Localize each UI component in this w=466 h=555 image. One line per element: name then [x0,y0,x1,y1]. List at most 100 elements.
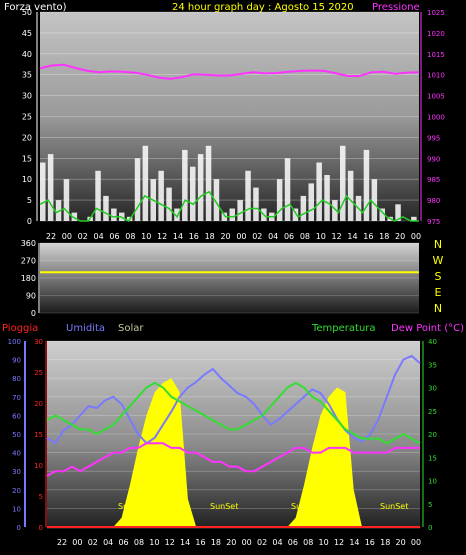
sun-event-label: SunSet [380,502,408,511]
wind-gust-bar [284,158,291,221]
wind-gust-bar [340,145,346,221]
pressure-tick-label: 1015 [427,51,445,59]
wind-pressure-plot-area [40,12,419,221]
wind-gust-bar [197,154,204,221]
wind-gust-bar [142,145,149,221]
average-wind-line [39,190,419,222]
time-tick-label: 18 [205,232,215,241]
compass-letter: N [434,302,442,315]
temperature-tick-label: 5 [428,501,432,509]
time-tick-label: 00 [242,538,252,547]
pressure-tick-label: 1025 [427,9,445,17]
time-tick-label: 10 [141,232,151,241]
time-tick-label: 08 [134,538,144,547]
pressure-tick-label: 985 [427,176,440,184]
time-tick-label: 06 [288,538,298,547]
time-tick-label: 20 [396,538,406,547]
sun-event-label: SunSet [210,502,238,511]
compass-letter: N [434,238,442,251]
time-tick-label: 06 [284,232,294,241]
humidity-tick-label: 50 [12,431,21,439]
time-tick-label: 00 [72,538,82,547]
time-tick-label: 02 [78,232,88,241]
direction-tick-label: 360 [21,239,36,248]
dewpoint-axis-title: Dew Point (°C) [391,323,464,334]
time-tick-label: 10 [149,538,159,547]
wind-tick-label: 10 [22,175,32,184]
humidity-tick-label: 0 [17,524,21,532]
time-tick-label: 22 [46,232,56,241]
wind-gust-bar [253,187,259,221]
temperature-tick-label: 10 [428,478,437,486]
pressure-tick-label: 975 [427,218,440,226]
wind-gust-bar [63,179,70,221]
wind-tick-label: 40 [22,50,32,59]
compass-letter: W [433,254,444,267]
humidity-axis-title: Umidita [66,323,105,334]
temperature-tick-label: 30 [428,385,437,393]
rain-tick-label: 0 [39,524,43,532]
wind-gust-bar [379,208,385,221]
time-tick-label: 02 [252,232,262,241]
wind-gust-bar [347,170,354,221]
humidity-tick-label: 60 [12,412,21,420]
sun-event-label: Sun [118,502,133,511]
time-tick-label: 18 [379,232,389,241]
humidity-line [46,354,421,445]
wind-tick-label: 5 [27,196,32,205]
time-tick-label: 18 [380,538,390,547]
temperature-tick-label: 0 [428,524,432,532]
time-tick-label: 12 [334,538,344,547]
time-tick-label: 14 [180,538,190,547]
pressure-tick-label: 1010 [427,72,445,80]
solar-area [47,378,420,527]
wind-gust-bar [229,208,235,221]
time-tick-label: 14 [173,232,183,241]
wind-gust-bar [395,204,401,221]
wind-gust-bar [237,200,243,221]
sun-event-label: Sun [291,502,306,511]
wind-gust-bar [316,162,322,221]
wind-gust-bar [103,195,109,221]
humidity-tick-label: 70 [12,394,21,402]
time-tick-label: 14 [349,538,359,547]
time-tick-label: 12 [157,232,167,241]
wind-direction-plot-area [40,243,419,313]
rain-tick-label: 30 [34,338,43,346]
temperature-line [46,381,421,445]
humidity-tick-label: 100 [8,338,21,346]
time-tick-label: 16 [189,232,199,241]
chart-title: 24 hour graph day : Agosto 15 2020 [172,2,354,13]
humidity-tick-label: 90 [12,357,21,365]
wind-gust-bar [111,208,117,221]
temperature-tick-label: 40 [428,338,437,346]
wind-gust-bar [190,166,196,221]
direction-tick-label: 90 [26,292,36,301]
time-tick-label: 08 [125,232,135,241]
humidity-tick-label: 10 [12,505,21,513]
wind-tick-label: 35 [22,71,32,80]
time-tick-label: 22 [57,538,67,547]
time-tick-label: 12 [332,232,342,241]
wind-gust-bar [292,208,299,221]
wind-gust-bar [308,183,314,221]
wind-gust-bar [411,216,417,221]
compass-letter: E [435,286,442,299]
temp-humidity-plot-area [47,341,420,529]
wind-gust-bar [71,212,78,221]
time-tick-label: 04 [268,232,278,241]
pressure-line [39,63,420,80]
temperature-tick-label: 20 [428,431,437,439]
wind-gust-bar [276,179,283,221]
wind-gust-bar [332,200,338,221]
time-tick-label: 20 [220,232,230,241]
time-tick-label: 06 [109,232,119,241]
time-tick-label: 00 [62,232,72,241]
humidity-tick-label: 30 [12,468,21,476]
time-tick-label: 16 [195,538,205,547]
time-tick-label: 08 [303,538,313,547]
wind-gust-bar [134,158,141,221]
pressure-tick-label: 1020 [427,30,445,38]
time-tick-label: 12 [165,538,175,547]
